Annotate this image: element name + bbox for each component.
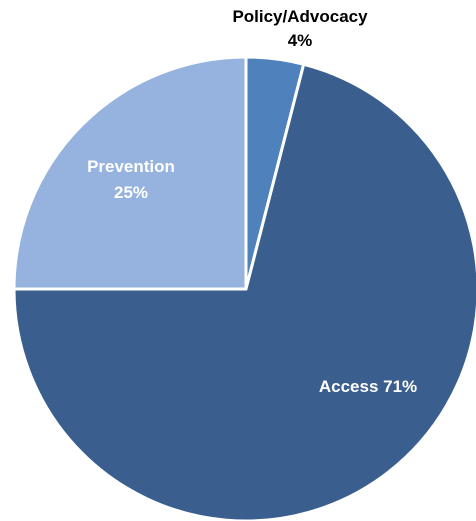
pie-slices: [12, 55, 476, 521]
pie-label-prevention: Prevention 25%: [87, 157, 175, 202]
pie-slice-prevention: [12, 55, 248, 291]
pie-label-policy-advocacy: Policy/Advocacy 4%: [232, 7, 368, 50]
pie-slice-access: [12, 62, 476, 521]
pie-labels: Policy/Advocacy 4% Access 71% Prevention 25%: [87, 7, 417, 396]
pie-label-line: Access 71%: [319, 377, 417, 396]
pie-label-line: 4%: [288, 31, 313, 50]
pie-label-access: Access 71%: [319, 377, 417, 396]
pie-label-line: 25%: [114, 183, 148, 202]
pie-label-line: Prevention: [87, 157, 175, 176]
pie-label-line: Policy/Advocacy: [232, 7, 368, 26]
